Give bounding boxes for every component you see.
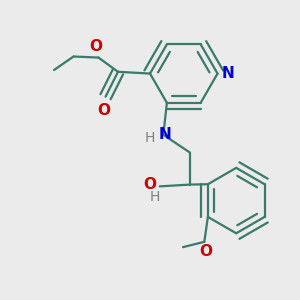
Text: N: N: [222, 66, 235, 81]
Text: O: O: [200, 244, 213, 259]
Text: H: H: [145, 131, 155, 145]
Text: H: H: [149, 190, 160, 204]
Text: N: N: [159, 127, 172, 142]
Text: O: O: [97, 103, 110, 118]
Text: O: O: [89, 39, 102, 54]
Text: O: O: [143, 177, 156, 192]
